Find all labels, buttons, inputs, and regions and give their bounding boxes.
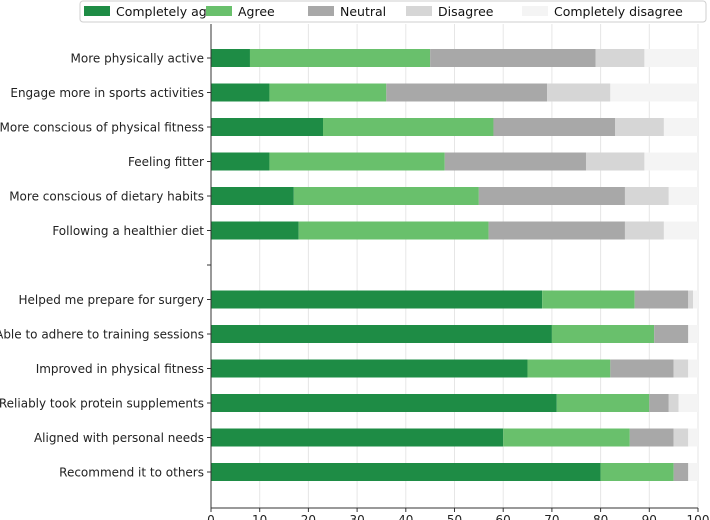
bar-segment [493,118,616,136]
x-tick-label: 60 [496,513,511,520]
legend-label: Completely agree [116,4,227,19]
y-tick-label: Recommend it to others [59,466,204,480]
y-tick-label: Feeling fitter [128,155,204,169]
bar-segment [527,359,611,378]
legend-swatch [406,6,432,16]
bar-segment [211,463,601,481]
bar-segment [629,428,674,447]
bar-segment [547,83,611,102]
bar-segment [624,221,664,240]
bar-segment [595,49,645,67]
bar-segment [668,394,679,412]
legend-swatch [308,6,334,16]
axes: More physically active Engage more in spo… [0,24,709,520]
bar-segment [249,49,431,67]
bar-segment [542,290,635,309]
legend-label: Neutral [340,4,386,19]
bar-segment [678,394,698,412]
bar-segment [211,152,270,171]
bar-segment [688,463,698,481]
x-tick-label: 90 [642,513,657,520]
bar-segment [211,49,250,67]
legend-label: Disagree [438,4,494,19]
bar-segment [444,152,586,171]
y-tick-label: Aligned with personal needs [34,431,204,445]
bar-segment [644,49,698,67]
legend-label: Agree [238,4,275,19]
legend-frame [79,0,707,23]
y-tick-label: More physically active [71,52,204,66]
y-tick-label: Able to adhere to training sessions [0,328,204,342]
y-tick-label: Engage more in sports activities [10,86,204,100]
bar-segment [488,221,625,240]
bar-segment [211,394,557,412]
bar-segment [211,359,528,378]
x-tick-label: 10 [252,513,267,520]
bar-segment [624,187,669,205]
bar-segment [298,221,489,240]
bar-segment [211,428,504,447]
x-tick-label: 0 [207,513,215,520]
bar-segment [688,428,698,447]
bar-segment [430,49,596,67]
bar-segment [615,118,664,136]
bar-segment [693,290,698,309]
bar-segment [211,325,552,343]
x-tick-label: 80 [593,513,608,520]
y-tick-label: Reliably took protein supplements [0,397,204,411]
bar-segment [668,187,698,205]
bar-segment [211,221,299,240]
bar-segment [688,325,698,343]
bar-segment [610,359,674,378]
y-tick-label: More conscious of dietary habits [9,190,204,204]
bar-segment [269,152,445,171]
bar-segment [386,83,548,102]
bar-segment [293,187,479,205]
bar-segment [688,290,694,309]
bar-segment [654,325,689,343]
bars [211,49,698,481]
legend-swatch [84,6,110,16]
bar-segment [663,118,698,136]
legend-swatch [522,6,548,16]
bar-segment [649,394,669,412]
bar-segment [211,290,543,309]
bar-segment [556,394,650,412]
bar-segment [688,359,698,378]
x-tick-label: 30 [349,513,364,520]
x-tick-label: 40 [398,513,413,520]
y-tick-label: Helped me prepare for surgery [19,293,205,307]
grid [210,24,699,508]
bar-segment [211,187,294,205]
y-tick-label: Following a healthier diet [52,224,204,238]
bar-segment [600,463,674,481]
bar-segment [663,221,698,240]
bar-segment [211,118,324,136]
bar-segment [644,152,698,171]
legend: Completely agree Agree Neutral Disagree Comp… [79,0,707,23]
bar-segment [673,428,689,447]
x-tick-label: 70 [544,513,559,520]
bar-segment [585,152,645,171]
x-tick-label: 50 [447,513,462,520]
bar-segment [211,83,270,102]
bar-segment [478,187,625,205]
bar-segment [673,463,689,481]
x-tick-label: 100 [687,513,710,520]
bar-segment [269,83,387,102]
legend-swatch [206,6,232,16]
bar-segment [323,118,494,136]
bar-segment [634,290,689,309]
x-tick-label: 20 [301,513,316,520]
y-tick-label: Improved in physical fitness [36,362,204,376]
bar-segment [551,325,655,343]
legend-label: Completely disagree [554,4,683,19]
y-tick-label: More conscious of physical fitness [0,121,204,135]
bar-segment [610,83,698,102]
bar-segment [503,428,630,447]
bar-segment [673,359,689,378]
